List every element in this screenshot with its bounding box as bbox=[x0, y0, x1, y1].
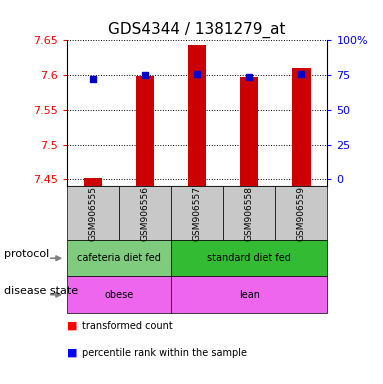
Bar bbox=[292, 68, 311, 186]
Text: lean: lean bbox=[239, 290, 260, 300]
Text: ■: ■ bbox=[67, 348, 77, 358]
Text: GSM906555: GSM906555 bbox=[88, 185, 98, 241]
Text: percentile rank within the sample: percentile rank within the sample bbox=[82, 348, 247, 358]
Bar bbox=[136, 76, 154, 186]
Text: ■: ■ bbox=[67, 321, 77, 331]
Text: obese: obese bbox=[105, 290, 134, 300]
Text: GSM906559: GSM906559 bbox=[297, 185, 306, 241]
Title: GDS4344 / 1381279_at: GDS4344 / 1381279_at bbox=[108, 22, 286, 38]
Text: GSM906557: GSM906557 bbox=[193, 185, 202, 241]
Text: GSM906558: GSM906558 bbox=[245, 185, 254, 241]
Text: protocol: protocol bbox=[4, 249, 49, 260]
Bar bbox=[240, 77, 259, 186]
Bar bbox=[188, 45, 206, 186]
Text: standard diet fed: standard diet fed bbox=[208, 253, 291, 263]
Text: transformed count: transformed count bbox=[82, 321, 173, 331]
Bar bbox=[84, 178, 102, 186]
Text: disease state: disease state bbox=[4, 286, 78, 296]
Text: cafeteria diet fed: cafeteria diet fed bbox=[77, 253, 161, 263]
Text: GSM906556: GSM906556 bbox=[141, 185, 150, 241]
